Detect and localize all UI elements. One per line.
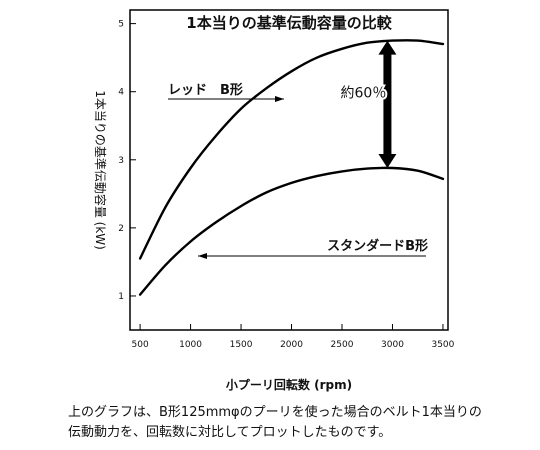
caption: 上のグラフは、B形125mmφのプーリを使った場合のベルト1本当りの 伝動動力を… <box>68 403 528 443</box>
y-tick-label: 5 <box>118 20 124 30</box>
y-axis-label: 1本当りの基準伝動容量 (kW) <box>93 90 108 250</box>
x-tick-label: 3000 <box>381 340 404 350</box>
series-label-red-b-arrowhead <box>275 96 284 102</box>
series-label-standard-b: スタンダードB形 <box>327 238 428 254</box>
y-tick-label: 4 <box>118 88 124 98</box>
chart-title: 1本当りの基準伝動容量の比較 <box>186 14 392 32</box>
difference-arrow-head-up <box>378 40 397 55</box>
series-label-red-b: レッド B形 <box>168 83 243 98</box>
caption-line-2: 伝動動力を、回転数に対比してプロットしたものです。 <box>68 425 392 440</box>
difference-arrow-shaft <box>383 52 392 156</box>
caption-line-1: 上のグラフは、B形125mmφのプーリを使った場合のベルト1本当りの <box>68 405 482 420</box>
series-line-red-b <box>138 39 445 260</box>
series-line-standard-b <box>138 166 445 296</box>
difference-label: 約60％ <box>341 85 387 101</box>
series-label-standard-b-arrowhead <box>198 253 207 259</box>
plot-frame <box>129 9 449 331</box>
x-tick-label: 500 <box>132 340 149 350</box>
x-tick-label: 1500 <box>230 340 253 350</box>
x-axis-label: 小プーリ回転数 (rpm) <box>226 377 352 392</box>
difference-arrow-head-down <box>378 153 397 168</box>
y-tick-label: 1 <box>118 292 124 302</box>
x-tick-label: 1000 <box>179 340 202 350</box>
x-tick-label: 2500 <box>331 340 354 350</box>
y-tick-label: 2 <box>118 224 124 234</box>
x-tick-label: 3500 <box>431 340 454 350</box>
y-tick-label: 3 <box>118 156 124 166</box>
x-tick-label: 2000 <box>280 340 303 350</box>
